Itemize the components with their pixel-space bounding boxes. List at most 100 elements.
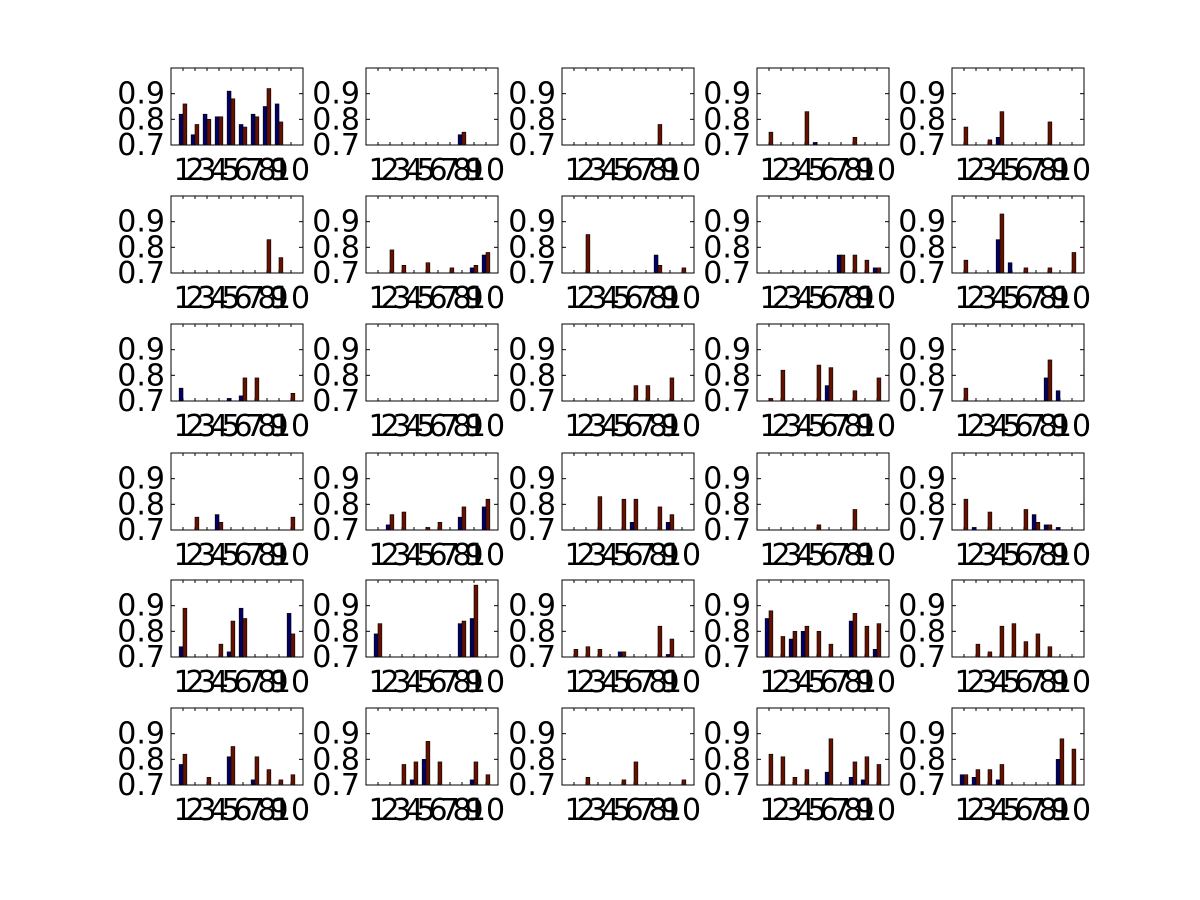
x-tick-label: 7	[1026, 538, 1045, 573]
y-tick-label: 0.7	[312, 640, 360, 675]
y-tick-label: 0.8	[312, 102, 360, 137]
x-tick-label: 10	[663, 281, 701, 316]
bar-series-1	[995, 137, 1001, 146]
bar-series-2	[573, 648, 579, 658]
x-tick-label: 6	[428, 153, 447, 188]
bar-series-1	[1007, 262, 1013, 274]
x-tick-label: 4	[795, 281, 814, 316]
x-tick-label: 8	[648, 153, 667, 188]
x-tick-label: 6	[233, 793, 252, 828]
y-tick-label: 0.8	[703, 614, 751, 649]
x-tick-label: 6	[428, 665, 447, 700]
x-tick-label: 6	[233, 153, 252, 188]
x-tick-label: 1	[368, 281, 387, 316]
bar-series-2	[242, 618, 248, 658]
y-tick-label: 0.9	[898, 333, 946, 368]
bar-series-2	[828, 738, 834, 786]
x-tick-label: 5	[221, 409, 240, 444]
bar-series-2	[852, 613, 858, 658]
x-tick-label: 5	[1002, 665, 1021, 700]
x-tick-label: 6	[819, 793, 838, 828]
x-tick-label: 1	[173, 538, 192, 573]
x-tick-label: 3	[392, 409, 411, 444]
y-tick-label: 0.9	[508, 205, 556, 240]
x-tick-label: 2	[771, 409, 790, 444]
x-tick-label: 8	[452, 281, 471, 316]
bar-series-2	[633, 385, 639, 402]
x-tick-label: 9	[464, 793, 483, 828]
x-tick-label: 5	[1002, 153, 1021, 188]
y-tick-label: 0.8	[117, 614, 165, 649]
bar-series-2	[473, 761, 479, 786]
bar-series-1	[481, 254, 487, 274]
bar-series-2	[461, 131, 467, 146]
x-tick-label: 8	[1038, 153, 1057, 188]
x-tick-label: 5	[612, 153, 631, 188]
bar-series-2	[401, 764, 407, 786]
x-tick-label: 6	[1014, 665, 1033, 700]
bar-series-2	[633, 761, 639, 786]
x-tick-label: 1	[954, 538, 973, 573]
y-tick-label: 0.7	[312, 384, 360, 419]
bar-series-2	[987, 651, 993, 658]
x-tick-label: 8	[452, 538, 471, 573]
x-tick-label: 3	[783, 409, 802, 444]
x-tick-label: 5	[807, 793, 826, 828]
bar-series-1	[178, 387, 184, 402]
x-tick-label: 2	[576, 409, 595, 444]
bar-series-2	[999, 111, 1005, 146]
y-tick-label: 0.9	[703, 333, 751, 368]
x-tick-label: 7	[440, 793, 459, 828]
y-tick-label: 0.7	[508, 513, 556, 548]
y-tick-label: 0.8	[508, 742, 556, 777]
y-tick-label: 0.9	[312, 333, 360, 368]
y-tick-label: 0.8	[508, 358, 556, 393]
x-tick-label: 8	[648, 281, 667, 316]
y-tick-label: 0.7	[117, 128, 165, 163]
x-tick-label: 9	[464, 153, 483, 188]
bar-series-2	[290, 392, 296, 402]
bar-series-1	[238, 395, 244, 402]
y-tick-label: 0.8	[703, 358, 751, 393]
bar-series-2	[290, 633, 296, 658]
bar-series-2	[218, 521, 224, 531]
x-tick-label: 5	[221, 153, 240, 188]
x-tick-label: 2	[966, 409, 985, 444]
x-tick-label: 4	[990, 153, 1009, 188]
x-tick-label: 4	[795, 409, 814, 444]
bar-series-1	[238, 607, 244, 658]
y-tick-label: 0.9	[312, 589, 360, 624]
x-tick-label: 10	[272, 665, 310, 700]
bar-series-2	[621, 779, 627, 786]
y-tick-label: 0.8	[117, 487, 165, 522]
x-tick-label: 7	[245, 538, 264, 573]
x-tick-label: 9	[1050, 793, 1069, 828]
x-tick-label: 5	[416, 665, 435, 700]
bar-series-2	[999, 764, 1005, 786]
x-tick-label: 5	[1002, 281, 1021, 316]
bar-series-2	[963, 498, 969, 531]
plot-frame	[951, 707, 1085, 786]
x-tick-label: 4	[795, 665, 814, 700]
x-tick-label: 7	[636, 793, 655, 828]
y-tick-label: 0.8	[117, 230, 165, 265]
bar-series-2	[816, 631, 822, 658]
x-tick-label: 10	[858, 153, 896, 188]
y-tick-label: 0.8	[312, 230, 360, 265]
bar-series-2	[852, 254, 858, 274]
bar-series-1	[190, 134, 196, 146]
bar-series-2	[461, 620, 467, 658]
y-tick-label: 0.8	[312, 487, 360, 522]
x-tick-label: 10	[663, 538, 701, 573]
y-tick-label: 0.9	[703, 717, 751, 752]
x-tick-label: 3	[783, 281, 802, 316]
plot-frame	[951, 323, 1085, 402]
y-tick-label: 0.9	[312, 77, 360, 112]
x-tick-label: 6	[1014, 409, 1033, 444]
x-tick-label: 9	[464, 281, 483, 316]
bar-series-2	[1047, 121, 1053, 146]
x-tick-label: 8	[1038, 538, 1057, 573]
plot-frame	[170, 67, 304, 146]
bar-series-1	[872, 648, 878, 658]
